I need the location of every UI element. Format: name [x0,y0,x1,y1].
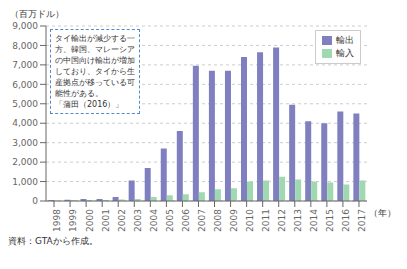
html-text:（百万ドル）: （百万ドル） [10,9,64,19]
svg-text:8,000: 8,000 [12,41,38,51]
svg-text:9,000: 9,000 [12,21,38,31]
html-text:（年）: （年） [369,208,396,218]
html-text:資料：GTAから作成。: 資料：GTAから作成。 [8,236,98,246]
svg-text:6,000: 6,000 [12,80,38,90]
svg-text:2001: 2001 [101,209,111,232]
svg-text:5,000: 5,000 [12,99,38,109]
svg-text:2004: 2004 [149,209,159,232]
svg-text:2012: 2012 [277,209,287,232]
svg-text:2011: 2011 [261,209,271,232]
svg-text:2010: 2010 [245,209,255,232]
svg-text:3,000: 3,000 [12,138,38,148]
svg-text:2014: 2014 [309,209,319,232]
svg-text:2003: 2003 [133,209,143,232]
svg-text:2015: 2015 [325,209,335,232]
svg-text:2009: 2009 [229,209,239,232]
svg-text:7,000: 7,000 [12,60,38,70]
svg-text:2006: 2006 [181,209,191,232]
svg-text:2016: 2016 [341,209,351,232]
svg-text:1999: 1999 [68,209,78,232]
html-text:輸出: 輸出 [336,35,354,45]
html-text:輸入: 輸入 [336,48,354,58]
svg-text:1998: 1998 [52,209,62,232]
svg-text:2000: 2000 [85,209,95,232]
svg-text:1,000: 1,000 [12,177,38,187]
svg-text:2017: 2017 [357,209,367,232]
svg-text:2007: 2007 [197,209,207,232]
svg-text:2002: 2002 [117,209,127,232]
svg-text:4,000: 4,000 [12,118,38,128]
svg-text:2005: 2005 [165,209,175,232]
svg-text:2013: 2013 [293,209,303,232]
html-text:タイ輸出が減少する一 方、韓国、マレーシア の中国向け輸出が: タイ輸出が減少する一 方、韓国、マレーシア の中国向け輸出が増加 しており、タイ… [55,34,135,109]
svg-text:2008: 2008 [213,209,223,232]
svg-text:0: 0 [32,196,38,206]
svg-text:2,000: 2,000 [12,157,38,167]
